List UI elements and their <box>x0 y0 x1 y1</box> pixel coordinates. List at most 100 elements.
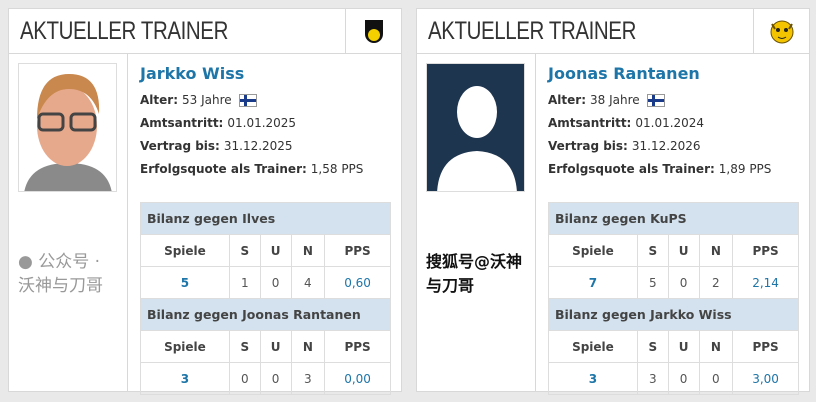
label: Amtsantritt: <box>548 116 632 130</box>
value: 01.01.2024 <box>635 116 705 130</box>
coach-name-link[interactable]: Jarkko Wiss <box>140 64 245 83</box>
column-header: N <box>698 234 734 267</box>
start-row: Amtsantritt: 01.01.2024 <box>548 116 797 130</box>
column-header: Spiele <box>548 330 638 363</box>
column-header: S <box>228 234 261 267</box>
column-header: N <box>698 330 734 363</box>
column-header: PPS <box>732 234 799 267</box>
games-link[interactable]: 3 <box>140 362 230 395</box>
record-value: 2 <box>698 266 734 299</box>
coach-card: AKTUELLER TRAINER Joonas Rantanen Alter:… <box>416 8 810 395</box>
start-row: Amtsantritt: 01.01.2025 <box>140 116 389 130</box>
record-value: 1 <box>228 266 261 299</box>
placeholder-silhouette <box>427 64 524 191</box>
age-row: Alter: 53 Jahre <box>140 93 389 107</box>
column-header: Spiele <box>548 234 638 267</box>
column-header: PPS <box>732 330 799 363</box>
column-header: Spiele <box>140 330 230 363</box>
age-row: Alter: 38 Jahre <box>548 93 797 107</box>
label: Amtsantritt: <box>140 116 224 130</box>
column-header: N <box>290 234 326 267</box>
column-header: PPS <box>324 234 391 267</box>
label: Erfolgsquote als Trainer: <box>140 162 307 176</box>
record-title: Bilanz gegen Joonas Rantanen <box>140 298 391 331</box>
label: Alter: <box>140 93 178 107</box>
kups-logo-icon <box>364 20 383 43</box>
photo-column <box>417 53 536 391</box>
card-title: AKTUELLER TRAINER <box>20 17 228 45</box>
column-header-row: Spiele S U N PPS <box>140 234 391 267</box>
card-header: AKTUELLER TRAINER <box>9 9 401 54</box>
club-logo[interactable] <box>753 9 809 53</box>
column-header-row: Spiele S U N PPS <box>548 234 799 267</box>
record-header-row: Bilanz gegen Ilves <box>140 202 391 235</box>
record-title: Bilanz gegen Jarkko Wiss <box>548 298 799 331</box>
games-link[interactable]: 5 <box>140 266 230 299</box>
record-value: 0 <box>667 362 700 395</box>
column-header: S <box>228 330 261 363</box>
record-header-row: Bilanz gegen KuPS <box>548 202 799 235</box>
value: 38 Jahre <box>590 93 640 107</box>
record-value: 3 <box>290 362 326 395</box>
record-value: 0 <box>259 362 292 395</box>
ilves-lynx-logo-icon <box>770 20 793 44</box>
value: 1,89 PPS <box>718 162 772 176</box>
rate-row: Erfolgsquote als Trainer: 1,58 PPS <box>140 162 389 176</box>
record-header-row: Bilanz gegen Jarkko Wiss <box>548 298 799 331</box>
record-value: 5 <box>636 266 669 299</box>
record-value: 0 <box>228 362 261 395</box>
coach-name-link[interactable]: Joonas Rantanen <box>548 64 700 83</box>
finland-flag-icon <box>238 93 257 107</box>
value: 31.12.2025 <box>223 139 293 153</box>
contract-row: Vertrag bis: 31.12.2026 <box>548 139 797 153</box>
label: Vertrag bis: <box>140 139 220 153</box>
record-values-row: 3 3 0 0 3,00 <box>548 362 799 395</box>
record-values-row: 3 0 0 3 0,00 <box>140 362 391 395</box>
record-title: Bilanz gegen Ilves <box>140 202 391 235</box>
record-table: Bilanz gegen Ilves Spiele S U N PPS 5 1 0 4 0,60 Bi… <box>140 202 391 395</box>
column-header: PPS <box>324 330 391 363</box>
column-header: S <box>636 330 669 363</box>
column-header-row: Spiele S U N PPS <box>548 330 799 363</box>
column-header: U <box>667 330 700 363</box>
value: 53 Jahre <box>182 93 232 107</box>
label: Erfolgsquote als Trainer: <box>548 162 715 176</box>
record-value: 4 <box>290 266 326 299</box>
pps-value: 2,14 <box>732 266 799 299</box>
wechat-watermark: ● 公众号 · 沃神与刀哥 <box>18 250 118 298</box>
column-header-row: Spiele S U N PPS <box>140 330 391 363</box>
value: 1,58 PPS <box>310 162 364 176</box>
record-value: 0 <box>667 266 700 299</box>
contract-row: Vertrag bis: 31.12.2025 <box>140 139 389 153</box>
club-logo[interactable] <box>345 9 401 53</box>
rate-row: Erfolgsquote als Trainer: 1,89 PPS <box>548 162 797 176</box>
pps-value: 3,00 <box>732 362 799 395</box>
finland-flag-icon <box>646 93 665 107</box>
record-value: 0 <box>259 266 292 299</box>
coach-photo[interactable] <box>18 63 117 192</box>
sohu-watermark: 搜狐号@沃神与刀哥 <box>426 252 523 295</box>
pps-value: 0,00 <box>324 362 391 395</box>
pps-value: 0,60 <box>324 266 391 299</box>
record-header-row: Bilanz gegen Joonas Rantanen <box>140 298 391 331</box>
value: 31.12.2026 <box>631 139 701 153</box>
record-value: 3 <box>636 362 669 395</box>
label: Vertrag bis: <box>548 139 628 153</box>
card-title: AKTUELLER TRAINER <box>428 17 636 45</box>
column-header: U <box>259 234 292 267</box>
column-header: Spiele <box>140 234 230 267</box>
photo-column <box>9 53 128 391</box>
coach-photo[interactable] <box>426 63 525 192</box>
wechat-icon: ● <box>18 252 33 272</box>
games-link[interactable]: 7 <box>548 266 638 299</box>
column-header: U <box>667 234 700 267</box>
column-header: N <box>290 330 326 363</box>
card-header: AKTUELLER TRAINER <box>417 9 809 54</box>
record-title: Bilanz gegen KuPS <box>548 202 799 235</box>
games-link[interactable]: 3 <box>548 362 638 395</box>
label: Alter: <box>548 93 586 107</box>
coach-card: AKTUELLER TRAINER Jarkko Wiss Alter: 53 J… <box>8 8 402 395</box>
column-header: S <box>636 234 669 267</box>
coach-portrait <box>19 64 116 191</box>
record-value: 0 <box>698 362 734 395</box>
